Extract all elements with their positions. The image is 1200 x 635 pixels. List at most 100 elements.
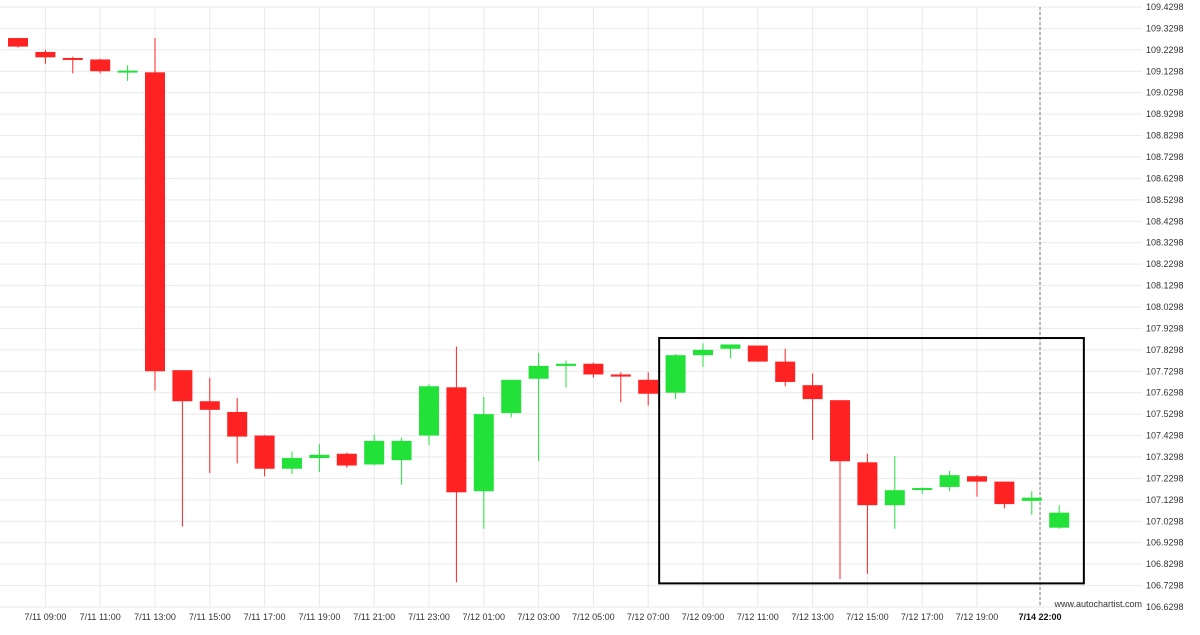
candle-body	[62, 57, 83, 60]
x-tick-label: 7/12 01:00	[463, 612, 506, 622]
y-tick-label: 107.6298	[1146, 388, 1184, 398]
candle-body	[693, 349, 713, 356]
pattern-box	[658, 337, 1085, 585]
candle-down	[583, 362, 604, 378]
y-tick-label: 108.9298	[1146, 109, 1184, 119]
candle-body	[775, 361, 796, 382]
candle-down	[967, 475, 987, 497]
candle-up	[884, 455, 905, 529]
candle-body	[282, 458, 302, 469]
candle-body	[1049, 512, 1070, 528]
candle-body	[720, 344, 741, 349]
candle-down	[830, 400, 850, 580]
candle-up	[501, 379, 522, 418]
candle-body	[857, 462, 878, 506]
x-tick-label: 7/11 19:00	[298, 612, 340, 622]
pattern-highlight	[658, 337, 1085, 585]
candle-down	[638, 372, 659, 406]
candle-up	[1021, 491, 1042, 515]
candle-body	[610, 374, 631, 377]
candle-up	[939, 470, 960, 492]
candle-body	[227, 411, 248, 437]
candle-down	[227, 398, 248, 464]
x-tick-label: 7/11 13:00	[134, 612, 176, 622]
x-tick-label: 7/12 11:00	[737, 612, 779, 622]
candle-down	[254, 435, 275, 477]
candle-up	[309, 444, 330, 472]
candle-body	[501, 379, 522, 414]
y-tick-label: 106.7298	[1146, 581, 1184, 591]
candle-body	[747, 345, 768, 362]
y-tick-label: 108.8298	[1146, 131, 1184, 141]
candle-down	[199, 377, 220, 474]
y-tick-label: 109.0298	[1146, 88, 1184, 98]
x-tick-label: 7/12 15:00	[846, 612, 889, 622]
candle-down	[145, 38, 165, 391]
y-tick-label: 107.2298	[1146, 473, 1184, 483]
candle-body	[35, 51, 56, 58]
candle-up	[1049, 505, 1070, 529]
candle-body	[446, 387, 467, 493]
y-tick-label: 107.1298	[1146, 495, 1184, 505]
candle-down	[775, 348, 796, 387]
candle-up	[364, 434, 385, 466]
y-tick-label: 107.8298	[1146, 345, 1184, 355]
candle-body	[117, 70, 138, 73]
candle-body	[145, 72, 165, 372]
candle-up	[665, 354, 686, 400]
x-tick-label: 7/12 03:00	[517, 612, 560, 622]
candle-body	[90, 59, 111, 72]
x-tick-label: 7/11 09:00	[24, 612, 66, 622]
candle-up	[556, 360, 576, 388]
x-tick-label: 7/12 09:00	[682, 612, 725, 622]
candle-down	[994, 481, 1015, 509]
y-axis: 109.4298 109.3298 109.2298 109.1298 109.0298…	[1146, 2, 1184, 612]
candle-up	[117, 65, 138, 81]
candle-down	[802, 373, 823, 440]
candle-body	[336, 453, 357, 466]
candle-body	[391, 440, 412, 461]
candle-up	[473, 396, 494, 529]
y-tick-label: 108.7298	[1146, 152, 1184, 162]
y-tick-label: 108.3298	[1146, 238, 1184, 248]
candle-down	[747, 345, 768, 362]
candle-body	[419, 386, 439, 436]
candle-body	[638, 379, 659, 394]
x-tick-label: 7/11 21:00	[353, 612, 395, 622]
candle-down	[8, 38, 28, 48]
candles	[8, 38, 1070, 583]
y-tick-label: 108.6298	[1146, 173, 1184, 183]
candle-body	[967, 476, 987, 482]
candle-down	[35, 49, 56, 64]
y-tick-label: 108.5298	[1146, 195, 1184, 205]
y-tick-label: 108.4298	[1146, 216, 1184, 226]
y-tick-label: 107.3298	[1146, 452, 1184, 462]
y-tick-label: 108.0298	[1146, 302, 1184, 312]
candle-down	[446, 346, 467, 583]
x-axis: 7/11 09:00 7/11 11:00 7/11 13:00 7/11 15:00…	[24, 612, 1061, 622]
candle-down	[610, 372, 631, 403]
candle-up	[419, 384, 439, 446]
x-tick-label: 7/12 13:00	[791, 612, 834, 622]
candle-up	[720, 344, 741, 359]
candle-down	[857, 453, 878, 574]
y-tick-label: 107.4298	[1146, 431, 1184, 441]
candle-down	[336, 452, 357, 468]
candle-body	[830, 400, 850, 462]
gridlines	[0, 6, 1142, 608]
candle-body	[1021, 497, 1042, 501]
candle-body	[665, 355, 686, 393]
y-tick-label: 108.2298	[1146, 259, 1184, 269]
y-tick-label: 107.5298	[1146, 409, 1184, 419]
candle-up	[391, 437, 412, 485]
candle-body	[309, 454, 330, 459]
y-tick-label: 106.8298	[1146, 559, 1184, 569]
x-tick-label: 7/11 15:00	[189, 612, 231, 622]
x-tick-label: 7/11 11:00	[80, 612, 121, 622]
x-tick-label: 7/11 17:00	[244, 612, 286, 622]
candle-body	[254, 435, 275, 469]
candle-body	[939, 475, 960, 487]
candle-body	[583, 363, 604, 375]
